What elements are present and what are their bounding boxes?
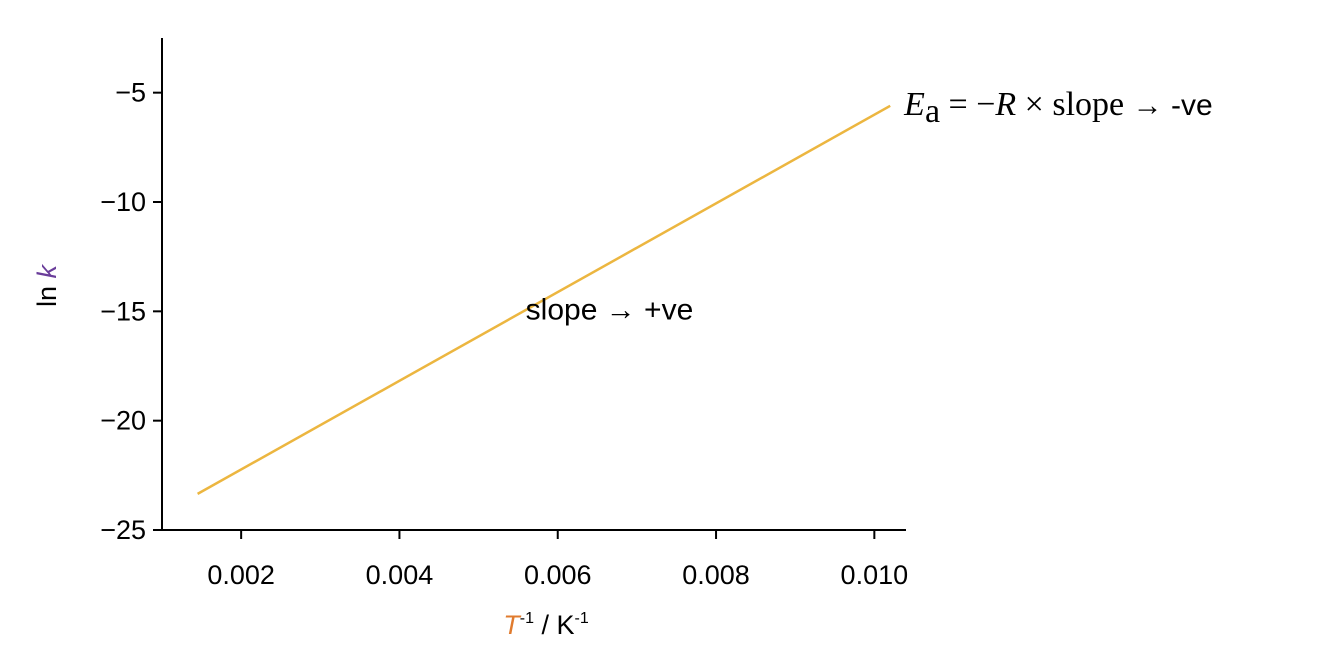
ea-subscript: a xyxy=(925,93,940,130)
x-label-symbol-sup: -1 xyxy=(520,610,534,627)
slope-annotation: slope → +ve xyxy=(526,293,694,326)
ea-equals-minus: = − xyxy=(940,86,995,123)
x-tick-label: 0.010 xyxy=(841,560,909,590)
activation-energy-annotation: Ea = −R × slope → -ve xyxy=(903,86,1212,130)
y-axis-label: ln k xyxy=(32,263,62,307)
x-tick-label: 0.004 xyxy=(366,560,434,590)
y-tick-label: −10 xyxy=(100,187,146,217)
y-label-symbol: k xyxy=(32,263,62,278)
y-tick-label: −15 xyxy=(100,296,146,326)
y-tick-label: −5 xyxy=(115,78,146,108)
x-tick-label: 0.006 xyxy=(524,560,592,590)
y-tick-label: −25 xyxy=(100,515,146,545)
times-slope: × slope xyxy=(1016,86,1132,123)
x-label-unit: / K xyxy=(534,610,575,640)
y-tick-label: −20 xyxy=(100,406,146,436)
y-axis: −25 −20 −15 −10 −5 xyxy=(100,38,163,545)
r-symbol: R xyxy=(994,86,1016,123)
series-line xyxy=(196,104,891,495)
x-label-unit-sup: -1 xyxy=(575,610,589,627)
plot-area xyxy=(196,104,891,495)
x-axis-label: T-1 / K-1 xyxy=(503,610,589,640)
x-axis: 0.002 0.004 0.006 0.008 0.010 xyxy=(162,529,909,590)
x-label-symbol: T xyxy=(503,610,522,640)
y-label-prefix: ln xyxy=(32,278,62,307)
negative-arrow: → -ve xyxy=(1133,89,1213,122)
x-tick-label: 0.002 xyxy=(207,560,275,590)
x-tick-label: 0.008 xyxy=(682,560,750,590)
ea-symbol: E xyxy=(903,86,925,123)
